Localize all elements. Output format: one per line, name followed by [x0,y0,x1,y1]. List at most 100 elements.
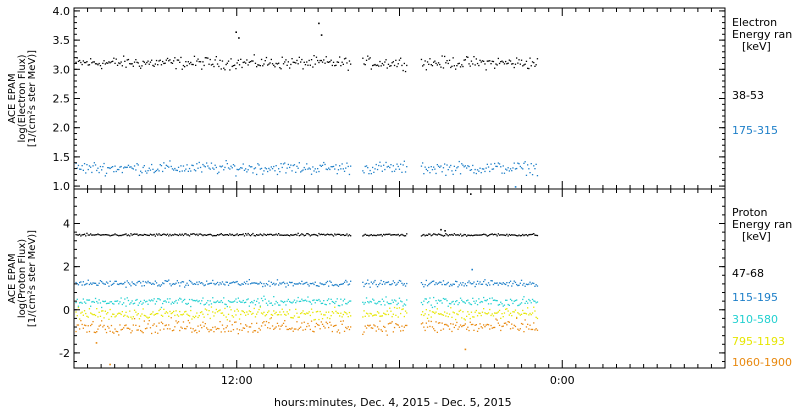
data-point [88,64,91,66]
data-point [473,329,475,331]
data-point [118,334,120,336]
data-point [242,163,244,165]
data-point [286,64,288,66]
data-point [348,300,351,302]
data-point [93,301,95,303]
data-point [152,234,154,236]
data-point [210,234,213,236]
data-point [158,60,160,62]
data-point [370,313,372,315]
data-point [293,61,296,64]
data-point [146,327,148,329]
data-point [165,59,167,61]
data-point [502,316,504,318]
data-point [452,234,454,236]
data-point [171,330,174,332]
data-point [241,301,243,303]
data-point [192,63,194,66]
data-point [208,233,210,236]
data-point [463,59,465,61]
data-point [533,282,535,285]
data-point [257,298,259,300]
data-point [276,63,279,65]
data-point [301,322,303,324]
data-point [292,317,294,319]
data-point [131,330,133,332]
data-point [118,312,120,314]
data-point [321,233,324,236]
electron-ylabel-line3: [1/(cm²s ster MeV)] [27,49,38,148]
data-point [304,299,307,301]
data-point [104,283,106,285]
data-point [199,233,202,235]
data-point [437,62,440,64]
data-point [163,308,165,310]
data-point [191,63,193,66]
data-point [364,283,366,285]
data-point [365,327,368,329]
data-point [257,331,259,333]
data-point [94,63,97,65]
data-point [275,326,277,328]
data-point [297,316,299,318]
data-point [289,328,291,330]
data-point [376,234,379,236]
data-point [380,315,382,317]
data-point [402,69,404,72]
data-point [138,234,141,236]
data-point [483,60,485,62]
data-point [284,234,286,236]
data-point [495,63,497,65]
data-point [498,282,501,284]
data-point [141,65,143,67]
data-point [113,282,115,284]
data-point [533,233,535,235]
data-point [223,234,225,236]
data-point [276,173,279,176]
data-point [400,280,402,282]
data-point [440,299,442,302]
electron-legend-title: Electron Energy ran [keV] [732,17,792,53]
data-point [422,162,424,164]
data-point [446,300,448,302]
data-point [324,283,326,285]
data-point [529,281,531,283]
data-point [235,314,237,316]
data-point [308,325,310,327]
data-point [137,234,139,237]
data-point [318,298,320,301]
data-point [301,312,303,314]
data-point [336,284,338,286]
data-point [392,234,394,236]
data-point [310,308,313,310]
data-point [332,284,335,287]
data-point [90,312,92,314]
data-point [385,281,387,284]
data-point [155,313,158,315]
data-point [473,281,475,283]
data-point [315,322,318,325]
data-point [518,313,520,315]
data-point [306,163,308,165]
data-point [85,172,87,174]
data-point [363,285,365,288]
data-point [402,234,404,236]
data-point [476,304,479,306]
data-point [396,303,398,306]
data-point [350,326,352,328]
data-point [346,233,348,235]
data-point [114,316,116,318]
data-point [184,170,186,172]
data-point [137,62,139,64]
data-point [325,282,327,284]
data-point [185,302,187,305]
data-point [380,329,382,331]
data-point [473,172,475,174]
data-point [334,65,336,67]
data-point [190,170,192,172]
data-point [278,233,280,235]
data-point [176,169,178,172]
data-point [444,311,446,313]
data-point [325,311,327,313]
data-point [276,234,279,236]
